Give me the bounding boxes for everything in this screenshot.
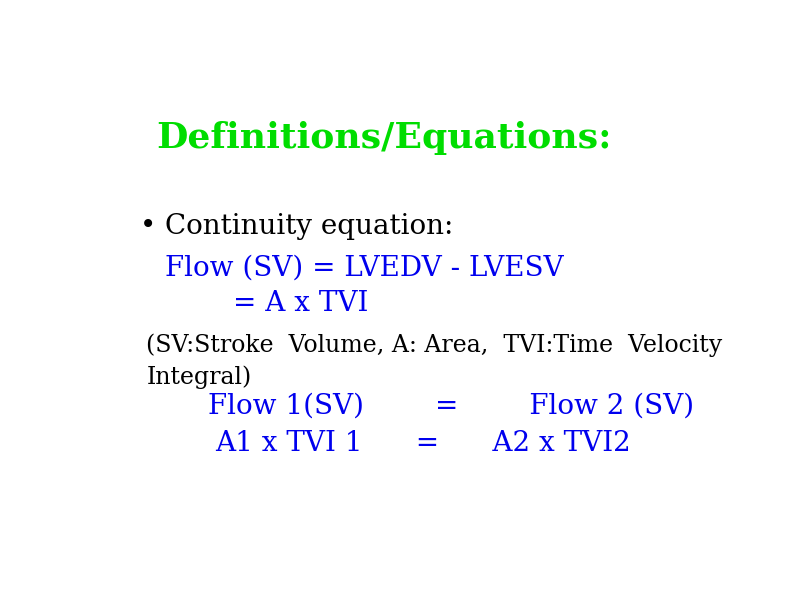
Text: = A x TVI: = A x TVI	[234, 290, 369, 317]
Text: Flow (SV) = LVEDV - LVESV: Flow (SV) = LVEDV - LVESV	[165, 254, 564, 281]
Text: A1 x TVI 1      =      A2 x TVI2: A1 x TVI 1 = A2 x TVI2	[214, 430, 630, 457]
Text: Flow 1(SV)        =        Flow 2 (SV): Flow 1(SV) = Flow 2 (SV)	[209, 393, 694, 420]
Text: Definitions/Equations:: Definitions/Equations:	[156, 121, 611, 155]
Text: (SV:Stroke  Volume, A: Area,  TVI:Time  Velocity
Integral): (SV:Stroke Volume, A: Area, TVI:Time Vel…	[146, 333, 722, 389]
Text: •: •	[140, 213, 157, 240]
Text: Continuity equation:: Continuity equation:	[165, 213, 454, 240]
